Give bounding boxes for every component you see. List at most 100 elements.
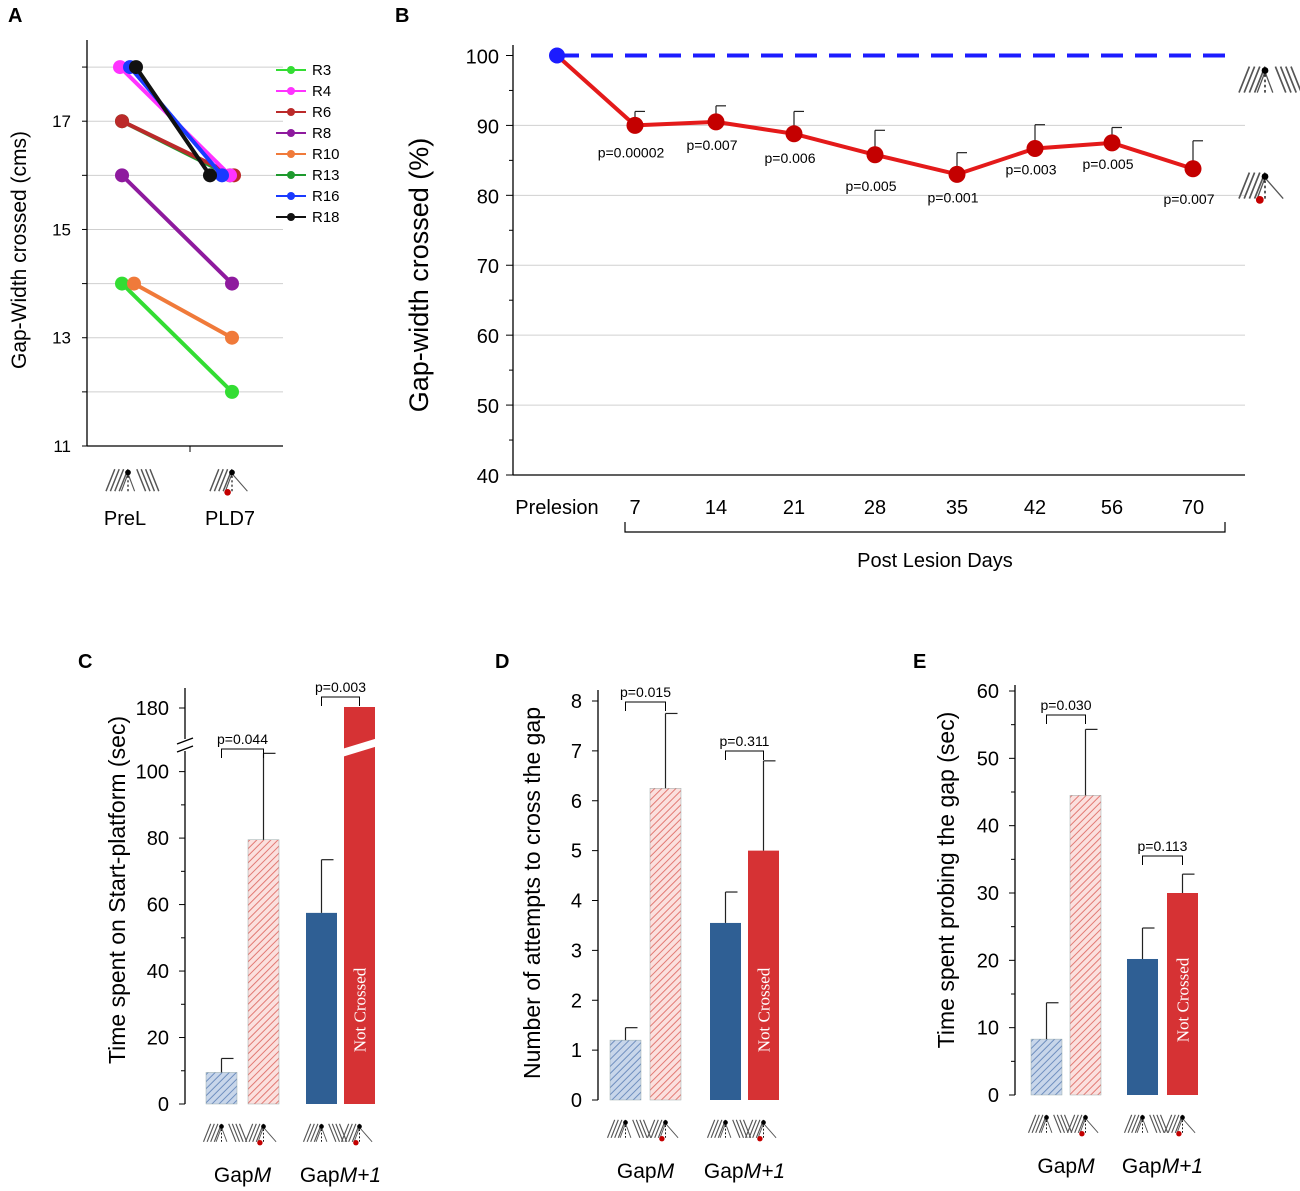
point-R10-prel — [127, 276, 141, 291]
whisker-line — [114, 468, 125, 492]
panel-a-chart: Gap-Width crossed (cms) PreL PLD7 11 13 15… — [8, 40, 340, 530]
point-R8-pld7 — [225, 276, 239, 291]
lesion-dot — [224, 489, 231, 496]
bar-GapM-post — [1069, 795, 1102, 1096]
whisker-line — [248, 1123, 257, 1143]
nose-line — [263, 1127, 277, 1143]
bar-GapMplus1-post — [344, 707, 375, 1104]
nose-dot — [357, 1124, 362, 1129]
y-tick-label: 1 — [571, 1040, 582, 1062]
p-value-label: p=0.007 — [1164, 191, 1215, 207]
group-label: GapM+1 — [300, 1164, 381, 1187]
nose-line — [719, 1123, 726, 1138]
y-tick-label: 13 — [52, 329, 71, 348]
whisker-line — [218, 468, 229, 492]
y-tick-label: 6 — [571, 791, 582, 813]
significance-bracket — [321, 696, 360, 706]
whisker-line — [1031, 1114, 1040, 1134]
x-label-day-21: 21 — [783, 497, 805, 519]
y-tick-label: 60 — [147, 895, 169, 917]
y-tick-label: 7 — [571, 741, 582, 763]
bar-GapM-post — [649, 788, 682, 1101]
nose-line — [1085, 1118, 1099, 1134]
whisker-line — [144, 468, 156, 492]
intact-whiskers-icon — [1027, 1114, 1073, 1135]
point-day-14 — [707, 113, 725, 131]
whisker-line — [331, 1123, 341, 1143]
whisker-line — [1285, 66, 1297, 93]
nose-line — [757, 1123, 764, 1138]
p-value-label: p=0.006 — [765, 150, 816, 166]
whisker-line — [213, 468, 224, 492]
panel-letter-e: E — [913, 651, 926, 673]
point-day-21 — [785, 125, 803, 143]
lesioned-whiskers-icon — [340, 1123, 373, 1146]
lesioned-whiskers-icon — [646, 1119, 679, 1142]
y-tick-label: 15 — [52, 220, 71, 239]
point-R3-prel — [115, 276, 129, 291]
not-crossed-label: Not Crossed — [755, 967, 774, 1052]
y-tick-label: 20 — [977, 950, 999, 972]
y-tick-label: 20 — [147, 1028, 169, 1050]
panel-b-ylabel: Gap-width crossed (%) — [404, 138, 434, 413]
y-tick-label: 60 — [977, 681, 999, 703]
y-tick-label: 50 — [977, 748, 999, 770]
whisker-line — [1248, 172, 1261, 199]
panel-a-xlabel-pld7: PLD7 — [205, 508, 255, 530]
intact-whiskers-icon — [105, 468, 160, 494]
significance-bracket — [221, 748, 264, 758]
lesion-dot — [659, 1136, 665, 1142]
point-day-42 — [1026, 139, 1044, 157]
nose-line — [659, 1123, 666, 1138]
whisker-line — [714, 1119, 723, 1139]
whisker-line — [1163, 1114, 1173, 1134]
whisker-line — [1243, 66, 1256, 93]
panel-b-chart: Gap-width crossed (%) Post Lesion Days 4… — [404, 45, 1300, 572]
point-R18-pld7 — [203, 168, 217, 183]
whisker-line — [1123, 1114, 1133, 1134]
whisker-line — [1053, 1114, 1062, 1134]
p-value-label: p=0.007 — [687, 137, 738, 153]
whisker-line — [732, 1119, 741, 1139]
nose-line — [353, 1127, 360, 1142]
y-tick-label: 100 — [466, 46, 499, 68]
whisker-line — [650, 1119, 659, 1139]
y-tick-label: 8 — [571, 691, 582, 713]
whisker-line — [606, 1119, 616, 1139]
bar-break-mark — [342, 738, 378, 757]
legend-marker-R6 — [287, 108, 295, 116]
whisker-line — [140, 468, 151, 492]
panel-letter-c: C — [78, 651, 92, 673]
significance-bracket — [625, 701, 666, 711]
panel-letter-a: A — [8, 5, 22, 27]
group-label: GapM+1 — [1122, 1155, 1203, 1178]
whisker-line — [206, 1123, 215, 1143]
p-value-label: p=0.030 — [1041, 697, 1092, 713]
whisker-line — [210, 1123, 219, 1143]
nose-line — [1264, 71, 1274, 93]
whisker-line — [1070, 1114, 1079, 1134]
group-label: GapM — [214, 1164, 272, 1187]
whisker-line — [335, 1123, 344, 1143]
p-value-label: p=0.005 — [846, 178, 897, 194]
whisker-line — [1056, 1114, 1066, 1134]
whisker-line — [610, 1119, 619, 1139]
nose-line — [1136, 1118, 1143, 1133]
whisker-line — [302, 1123, 312, 1143]
whisker-line — [310, 1123, 319, 1143]
panel-b-xlabel: Post Lesion Days — [857, 550, 1013, 572]
whisker-line — [109, 468, 120, 492]
y-tick-label: 10 — [977, 1018, 999, 1040]
p-value-label: p=0.001 — [928, 189, 979, 205]
y-tick-label: 80 — [477, 186, 499, 208]
whisker-line — [654, 1119, 663, 1139]
lesioned-whiskers-icon — [744, 1119, 777, 1142]
nose-dot — [1140, 1115, 1145, 1120]
nose-line — [1256, 177, 1266, 199]
bar-GapM-pre — [1030, 1038, 1063, 1096]
lesion-dot — [353, 1140, 359, 1146]
whisker-line — [231, 1123, 241, 1143]
y-tick-label: 90 — [477, 116, 499, 138]
group-label: GapM+1 — [704, 1160, 785, 1183]
